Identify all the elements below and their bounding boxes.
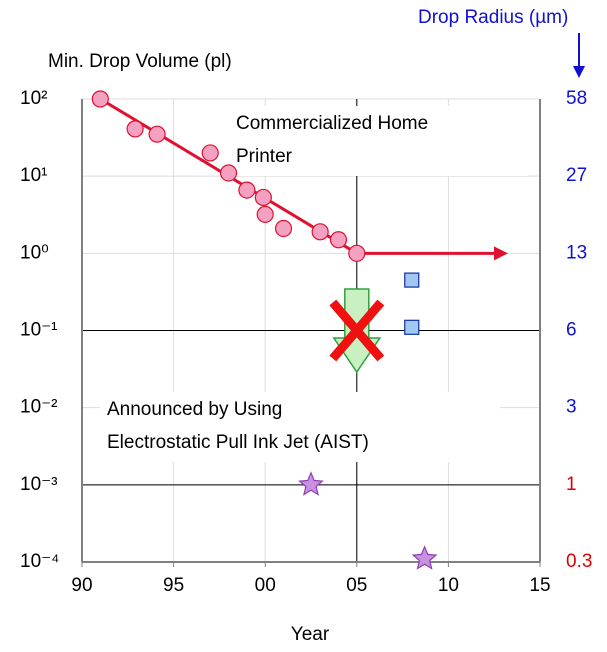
y2-axis-label: Drop Radius (µm) [418,7,568,28]
y2-tick-label: 6 [566,320,577,341]
point [411,545,438,570]
point [348,244,366,262]
y2-tick-label: 58 [566,88,587,109]
x-tick-label: 00 [255,575,276,596]
point [274,219,293,238]
y-tick-label: 10¹ [20,165,47,186]
y2-arrow-head [573,66,585,78]
trend-arrow-head [494,246,508,261]
annotation: Printer [236,146,293,167]
x-tick-label: 10 [438,575,459,596]
y-tick-label: 10⁻² [20,397,58,418]
annotation: Announced by Using [107,399,282,420]
annotation-bg [228,106,528,176]
point [404,272,420,288]
point [404,319,420,335]
point [201,144,219,162]
x-tick-label: 15 [529,575,550,596]
y2-tick-label: 13 [566,242,587,263]
y2-tick-label: 3 [566,397,577,418]
point [126,120,144,138]
y2-tick-label: 1 [566,474,577,495]
annotation-bg [100,392,500,462]
y-tick-label: 10⁰ [20,242,49,263]
y2-tick-label: 0.3 [566,551,592,572]
point [238,181,256,199]
x-tick-label: 90 [71,575,92,596]
point [148,125,166,143]
point [254,188,272,207]
point [329,231,348,249]
point [311,223,329,241]
point [298,471,324,496]
point [91,90,109,108]
y-tick-label: 10² [20,88,47,109]
cross [329,299,385,362]
point [256,205,274,223]
point [219,164,238,182]
y-tick-label: 10⁻⁴ [20,551,59,572]
annotation: Electrostatic Pull Ink Jet (AIST) [107,432,369,453]
y-tick-label: 10⁻¹ [20,320,58,341]
x-tick-label: 05 [346,575,367,596]
x-tick-label: 95 [163,575,184,596]
y-tick-label: 10⁻³ [20,474,58,495]
y-axis-label: Min. Drop Volume (pl) [48,51,232,72]
annotation: Commercialized Home [236,113,428,134]
y2-tick-label: 27 [566,165,587,186]
x-axis-label: Year [291,624,330,645]
